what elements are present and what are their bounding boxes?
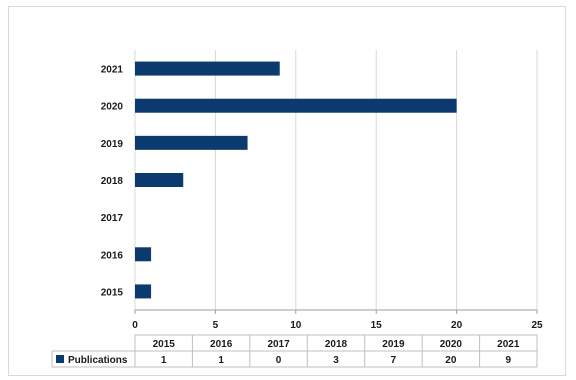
- table-header-2020: 2020: [440, 339, 463, 350]
- bar-2018: [135, 173, 184, 187]
- category-label-2017: 2017: [101, 213, 124, 224]
- table-value-2017: 0: [276, 355, 282, 366]
- bar-2019: [135, 135, 248, 150]
- table-value-2018: 3: [333, 355, 339, 366]
- category-label-2018: 2018: [101, 176, 124, 187]
- table-header-2021: 2021: [497, 339, 520, 350]
- x-tick-label-25: 25: [531, 320, 543, 331]
- table-value-2016: 1: [218, 355, 224, 366]
- table-header-2018: 2018: [325, 339, 348, 350]
- table-header-2016: 2016: [210, 339, 233, 350]
- category-label-2019: 2019: [101, 139, 124, 150]
- x-tick-label-15: 15: [371, 320, 383, 331]
- category-label-2021: 2021: [101, 65, 124, 76]
- x-tick-label-5: 5: [213, 320, 219, 331]
- table-value-2021: 9: [506, 355, 512, 366]
- x-tick-label-0: 0: [132, 320, 138, 331]
- category-label-2016: 2016: [101, 250, 124, 261]
- x-tick-label-20: 20: [451, 320, 463, 331]
- bar-2021: [135, 61, 280, 76]
- category-label-2015: 2015: [101, 287, 124, 298]
- x-tick-label-10: 10: [290, 320, 302, 331]
- table-value-2019: 7: [391, 355, 397, 366]
- bar-2020: [135, 98, 457, 113]
- legend-label-publications: Publications: [68, 355, 128, 366]
- legend-key-publications: [56, 355, 64, 363]
- table-header-2017: 2017: [267, 339, 290, 350]
- bar-2015: [135, 284, 152, 299]
- bar-2016: [135, 247, 152, 262]
- category-label-2020: 2020: [101, 102, 124, 113]
- chart-frame: [8, 6, 566, 376]
- table-value-2015: 1: [161, 355, 167, 366]
- table-header-2015: 2015: [153, 339, 176, 350]
- table-value-2020: 20: [445, 355, 457, 366]
- table-header-2019: 2019: [382, 339, 405, 350]
